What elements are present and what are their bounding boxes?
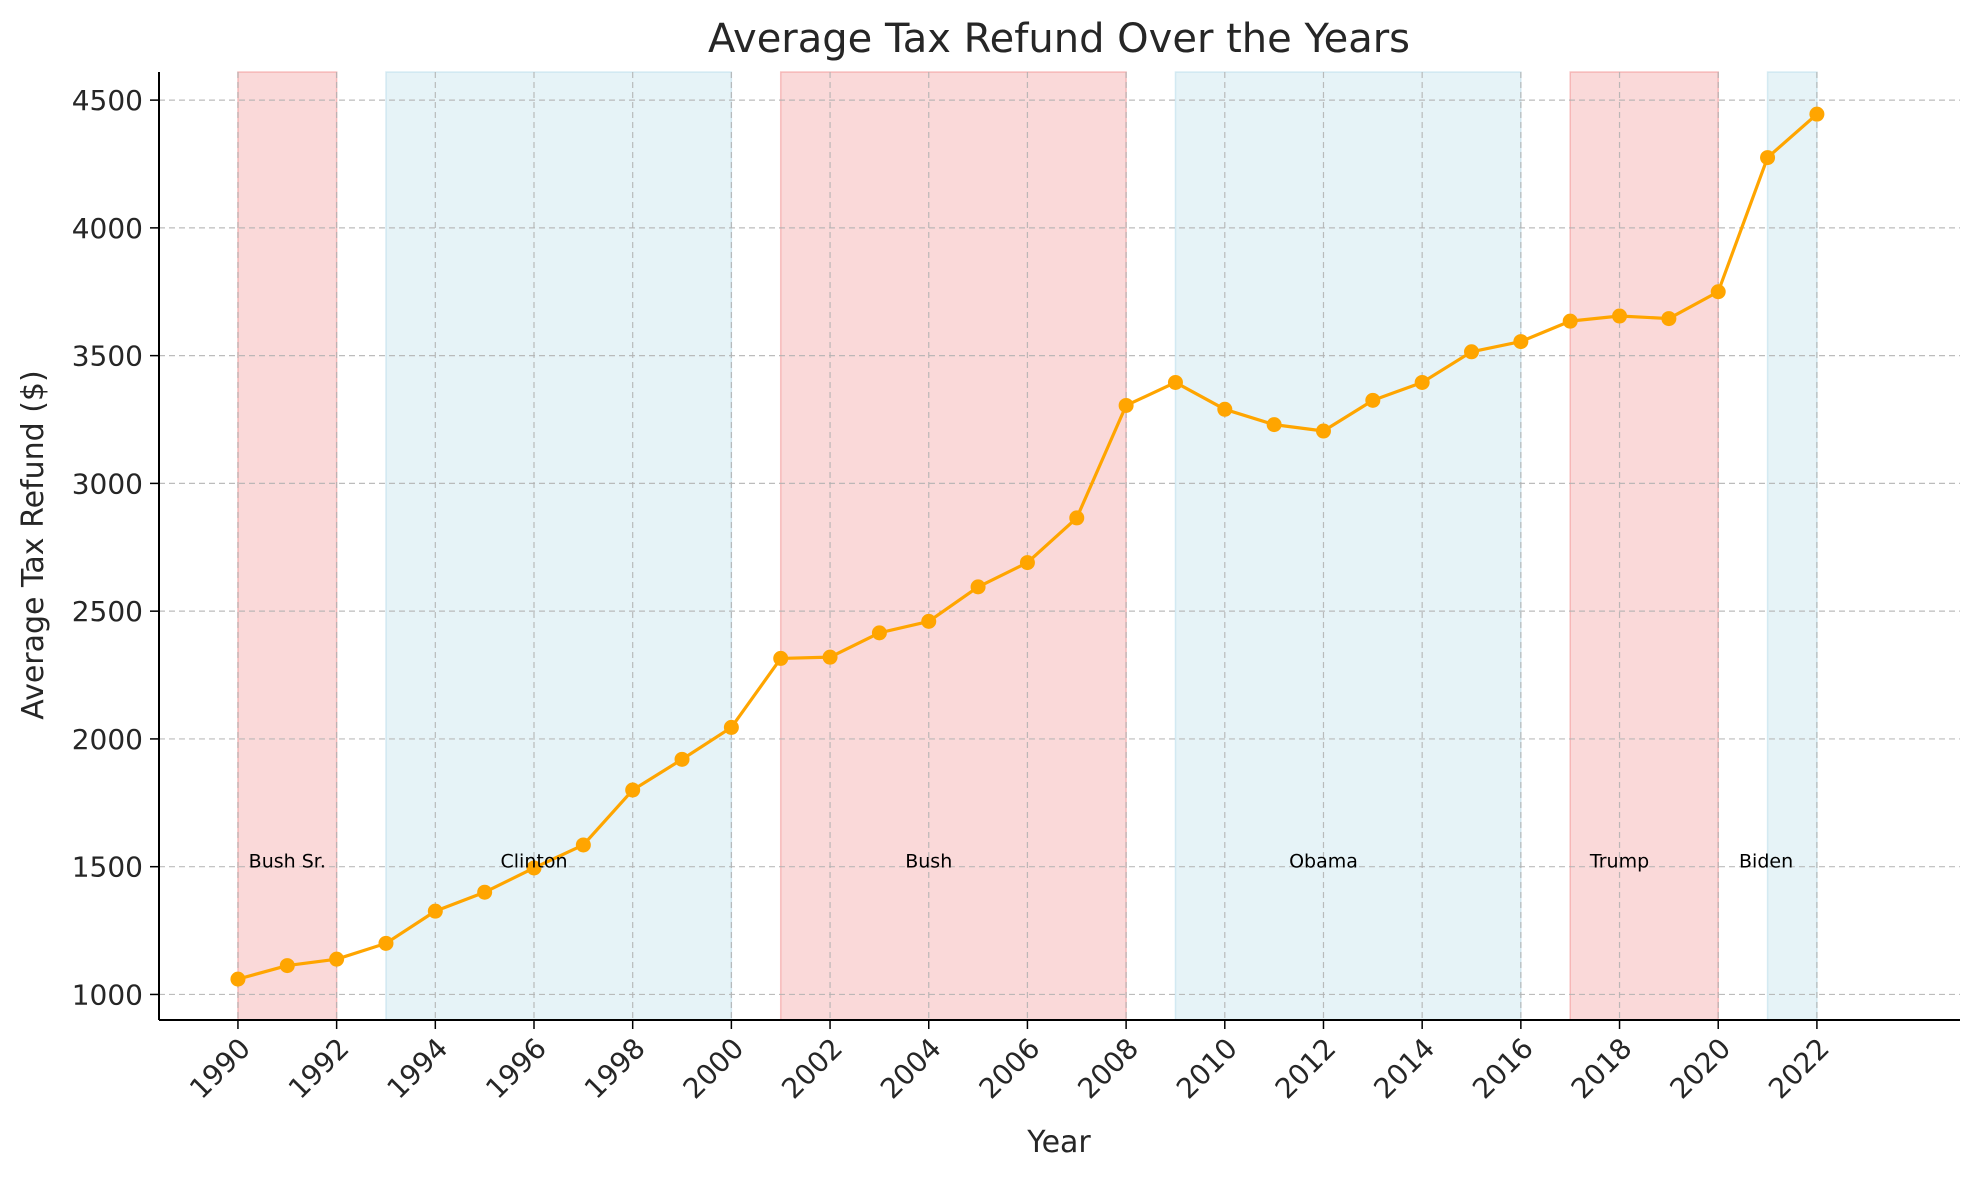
era-label: Bush [905,851,952,873]
data-points [230,106,1825,987]
y-tick-label: 4500 [72,84,143,117]
era-label: Biden [1739,851,1793,873]
data-point [674,751,690,767]
data-point [921,613,937,629]
data-point [1069,510,1085,526]
data-point [1365,392,1381,408]
axes [150,72,1960,1029]
x-axis-label: Year [1026,1125,1091,1160]
data-point [1217,401,1233,417]
x-tick-label: 2000 [677,1032,751,1106]
data-point [477,884,493,900]
era-band [237,71,338,1021]
x-tick-label: 1998 [578,1032,652,1106]
y-tick-label: 1500 [72,851,143,884]
grid-lines [159,72,1960,1020]
x-tick-label: 1990 [183,1032,257,1106]
x-tick-label: 2004 [874,1032,948,1106]
x-tick-label: 1992 [282,1032,356,1106]
y-tick-label: 4000 [72,212,143,245]
data-point [378,935,394,951]
y-tick-label: 2500 [72,595,143,628]
data-point [1513,334,1529,350]
era-label: Bush Sr. [249,851,326,873]
x-tick-label: 2022 [1762,1032,1836,1106]
data-point [1019,555,1035,571]
data-point [427,903,443,919]
data-point [1710,284,1726,300]
y-tick-label: 2000 [72,723,143,756]
data-point [970,579,986,595]
era-bands [237,71,1818,1021]
era-label: Trump [1589,851,1649,873]
era-band [779,71,1127,1021]
x-tick-label: 2006 [973,1032,1047,1106]
era-labels: Bush Sr. Clinton Bush Obama Trump Biden [249,851,1793,873]
data-point [822,649,838,665]
data-point [1809,106,1825,122]
y-tick-label: 1000 [72,978,143,1011]
era-band [1766,71,1818,1021]
y-tick-label: 3000 [72,467,143,500]
y-axis-label: Average Tax Refund ($) [16,370,51,719]
data-point [279,958,295,974]
data-point [230,971,246,987]
era-band [385,71,733,1021]
x-tick-label: 2016 [1466,1032,1540,1106]
x-tick-label: 2010 [1170,1032,1244,1106]
x-tick-label: 2012 [1269,1032,1343,1106]
x-tick-label: 2014 [1367,1032,1441,1106]
data-point [1562,313,1578,329]
x-tick-label: 2008 [1071,1032,1145,1106]
data-point [329,951,345,967]
data-point [1464,344,1480,360]
data-point [1315,423,1331,439]
data-point [871,625,887,641]
data-point [1167,374,1183,390]
data-point [526,860,542,876]
x-tick-label: 2002 [775,1032,849,1106]
era-label: Obama [1289,851,1358,873]
chart-title: Average Tax Refund Over the Years [708,16,1410,62]
x-tick-label: 1996 [479,1032,553,1106]
data-point [1612,308,1628,324]
era-label: Clinton [501,851,568,873]
data-point [575,837,591,853]
data-point [1118,397,1134,413]
data-point [625,782,641,798]
y-tick-label: 3500 [72,340,143,373]
data-point [773,650,789,666]
era-band [1174,71,1522,1021]
x-tick-label: 2020 [1663,1032,1737,1106]
data-point [1414,374,1430,390]
era-band [1569,71,1719,1021]
x-tick-label: 2018 [1565,1032,1639,1106]
data-point [723,719,739,735]
x-tick-label: 1994 [381,1032,455,1106]
data-point [1661,311,1677,327]
data-point [1760,150,1776,166]
data-point [1266,417,1282,433]
